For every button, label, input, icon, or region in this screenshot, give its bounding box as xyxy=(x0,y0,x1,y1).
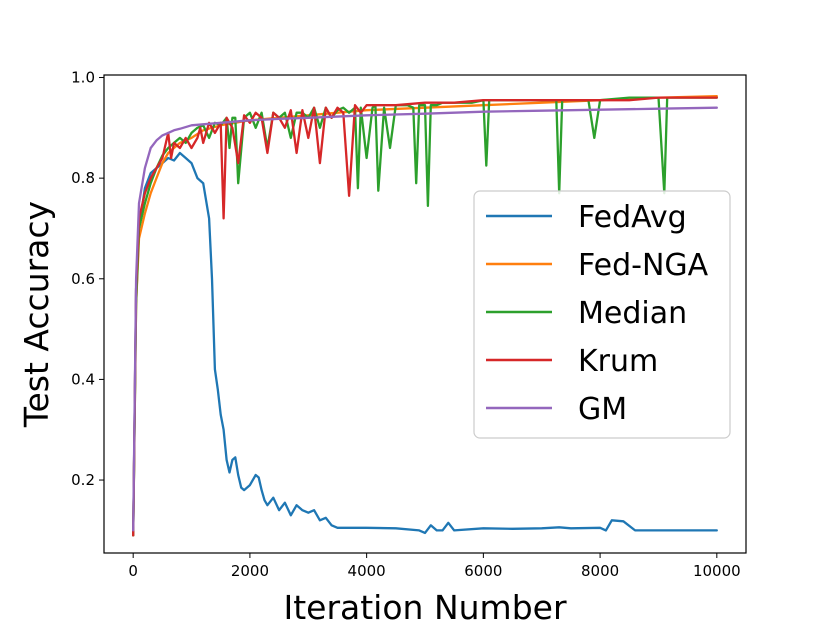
y-tick-label: 0.4 xyxy=(71,370,95,388)
legend: FedAvg Fed-NGA Median Krum GM xyxy=(473,190,731,439)
legend-label-krum: Krum xyxy=(578,344,658,379)
series-line-fedavg xyxy=(132,151,718,537)
legend-label-gm: GM xyxy=(578,392,627,427)
ticks-layer: 0 2000 4000 6000 8000 10000 0.2 0.4 0.6 0.8 1.0 xyxy=(71,69,741,580)
x-tick-label: 6000 xyxy=(464,562,502,580)
x-tick-label: 8000 xyxy=(581,562,619,580)
legend-box xyxy=(473,190,731,439)
y-axis-label: Test Accuracy xyxy=(17,201,56,428)
x-tick-label: 2000 xyxy=(231,562,269,580)
series-layer xyxy=(132,94,718,537)
legend-label-fedavg: FedAvg xyxy=(578,200,687,235)
axes-frame xyxy=(103,74,747,554)
series-line-gm xyxy=(132,106,718,532)
y-tick-label: 0.2 xyxy=(71,471,95,489)
series-line-krum xyxy=(132,96,718,537)
x-tick-label: 10000 xyxy=(693,562,741,580)
legend-items: FedAvg Fed-NGA Median Krum GM xyxy=(486,200,709,427)
legend-label-fed-nga: Fed-NGA xyxy=(578,248,709,283)
x-tick-label: 0 xyxy=(128,562,138,580)
legend-label-median: Median xyxy=(578,296,687,331)
y-tick-label: 0.8 xyxy=(71,169,95,187)
x-tick-label: 4000 xyxy=(348,562,386,580)
x-axis-label: Iteration Number xyxy=(283,588,566,623)
y-tick-label: 0.6 xyxy=(71,270,95,288)
y-tick-label: 1.0 xyxy=(71,69,95,87)
